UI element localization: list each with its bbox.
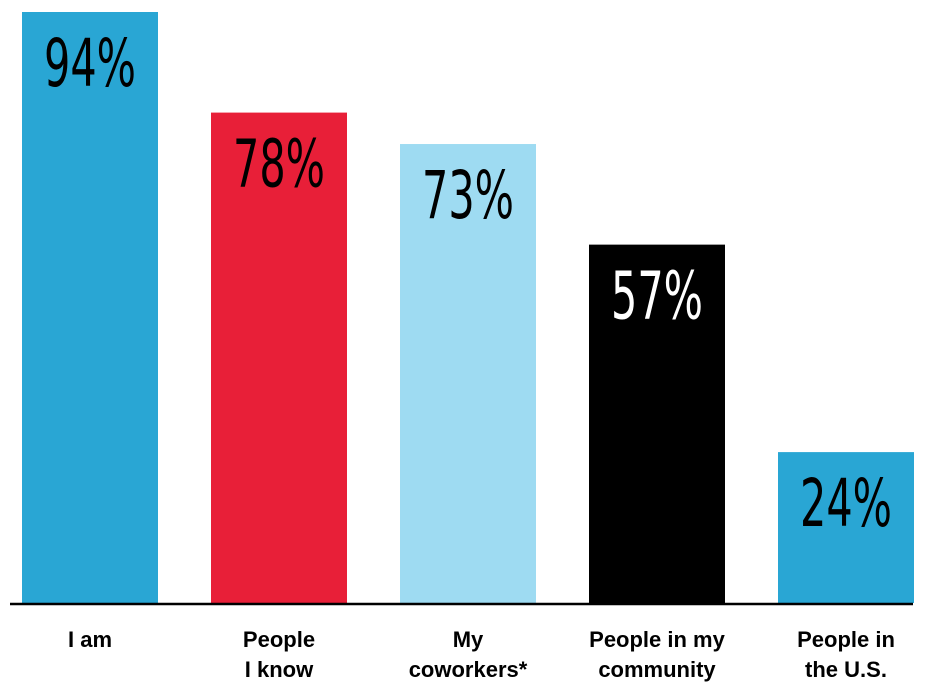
value-label-4: 24% xyxy=(800,465,892,542)
value-label-3: 57% xyxy=(611,258,703,335)
category-label-4: People in the U.S. xyxy=(797,627,895,682)
value-label-1: 78% xyxy=(233,126,325,203)
category-label-1: People I know xyxy=(243,627,315,682)
bars-group: 94% 78% 73% 57% 24% xyxy=(22,12,914,604)
bar-4 xyxy=(778,452,914,603)
category-label-line: I am xyxy=(68,627,112,652)
bar-3 xyxy=(589,244,725,603)
category-label-line: I know xyxy=(245,657,314,682)
category-label-line: People xyxy=(243,627,315,652)
value-label-2: 73% xyxy=(422,157,514,234)
category-label-line: community xyxy=(598,657,716,682)
category-label-line: My xyxy=(453,627,484,652)
labels-group: I am People I know My coworkers* People in my… xyxy=(68,627,895,682)
category-label-line: coworkers* xyxy=(409,657,528,682)
category-label-0: I am xyxy=(68,627,112,652)
category-label-3: People in my community xyxy=(589,627,725,682)
category-label-line: the U.S. xyxy=(805,657,887,682)
value-label-0: 94% xyxy=(44,25,136,102)
bar-1 xyxy=(211,112,347,604)
bar-2 xyxy=(400,144,536,603)
category-label-2: My coworkers* xyxy=(409,627,528,682)
category-label-line: People in xyxy=(797,627,895,652)
category-label-line: People in my xyxy=(589,627,725,652)
bar-0 xyxy=(22,12,158,603)
